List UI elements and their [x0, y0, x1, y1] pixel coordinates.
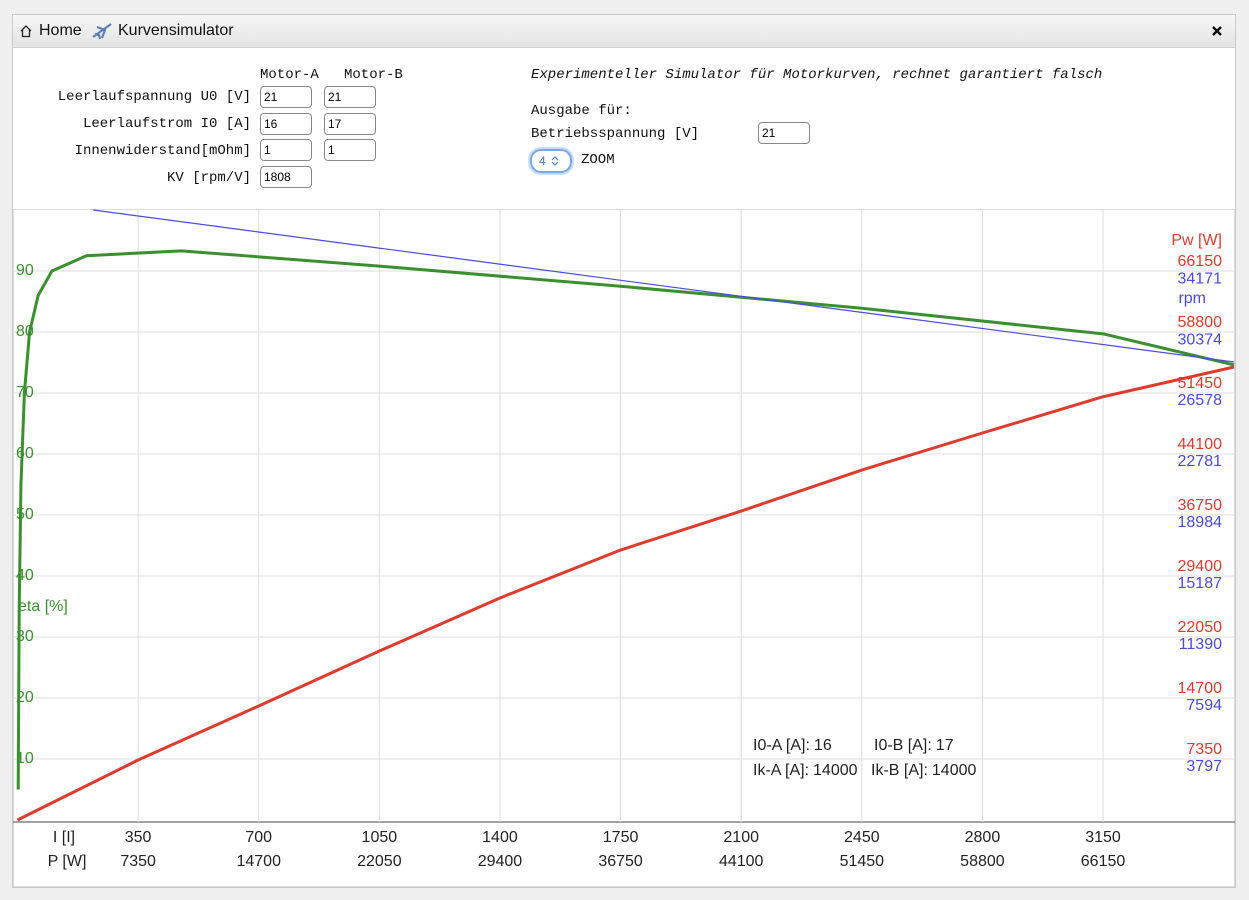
annotation: Ik-B [A]: 14000 — [871, 762, 977, 779]
y2-tick-label: 29400 — [1178, 558, 1223, 575]
x-tick-label: 350 — [125, 829, 152, 846]
x2-tick-label: 29400 — [478, 853, 523, 870]
field-label: Leerlaufspannung U0 [V] — [57, 89, 251, 105]
x2-tick-label: 36750 — [598, 853, 643, 870]
annotation-label: Ik-B [A]: — [871, 762, 928, 779]
series-line — [93, 209, 1235, 363]
y-tick-label: 10 — [16, 750, 34, 767]
zoom-value: 4 — [539, 154, 546, 168]
y3-tick-label: 30374 — [1178, 331, 1223, 348]
x2-tick-label: 51450 — [840, 853, 885, 870]
y2-tick-label: 36750 — [1178, 497, 1223, 514]
annotation-value: 14000 — [932, 762, 977, 779]
series-line — [16, 365, 1235, 822]
y3-tick-label: 11390 — [1179, 636, 1222, 653]
select-arrows — [551, 156, 559, 166]
annotation-value: 16 — [814, 737, 832, 754]
input[interactable] — [324, 113, 376, 135]
x2-tick-label: 22050 — [357, 853, 402, 870]
column-header: Motor-A — [260, 67, 319, 83]
x-tick-label: 2100 — [723, 829, 759, 846]
annotation: Ik-A [A]: 14000 — [753, 762, 858, 779]
plane-icon — [92, 23, 112, 40]
y-tick-label: 20 — [16, 689, 34, 706]
input[interactable] — [260, 166, 312, 188]
y-tick-label: 50 — [16, 506, 34, 523]
title-bar: Home Kurvensimulator — [13, 15, 1235, 48]
x2-tick-label: 7350 — [120, 853, 156, 870]
field-label: KV [rpm/V] — [166, 170, 251, 186]
annotation: I0-B [A]: 17 — [874, 737, 954, 754]
y2-tick-label: 44100 — [1178, 436, 1223, 453]
y3-tick-label: 3797 — [1186, 758, 1222, 775]
home-icon[interactable] — [19, 24, 33, 38]
y3-tick-label: 26578 — [1178, 392, 1223, 409]
x-tick-label: 1400 — [482, 829, 518, 846]
zoom-label: ZOOM — [581, 152, 615, 168]
x-tick-label: 1750 — [603, 829, 639, 846]
field-label: Innenwiderstand[mOhm] — [74, 143, 251, 159]
y-tick-label: 60 — [16, 445, 34, 462]
y2-tick-label: 14700 — [1178, 680, 1223, 697]
annotation-value: 17 — [936, 737, 954, 754]
voltage-input[interactable] — [758, 122, 810, 144]
x2-tick-label: 66150 — [1081, 853, 1126, 870]
output-label: Ausgabe für: — [531, 103, 632, 119]
y3-tick-label: 22781 — [1178, 453, 1223, 470]
y-tick-label: 90 — [16, 262, 34, 279]
x2-axis-label: P [W] — [48, 853, 87, 870]
input[interactable] — [260, 86, 312, 108]
axis-label: eta [%] — [18, 598, 68, 615]
window-title: Kurvensimulator — [118, 22, 234, 39]
window: Home Kurvensimulator Motor-A Motor-B Lee… — [12, 14, 1236, 888]
input[interactable] — [260, 113, 312, 135]
x-tick-label: 2450 — [844, 829, 880, 846]
axis-label: rpm — [1178, 290, 1206, 307]
x2-tick-label: 58800 — [960, 853, 1005, 870]
annotation-label: Ik-A [A]: — [753, 762, 809, 779]
x-tick-label: 1050 — [362, 829, 398, 846]
y2-tick-label: 22050 — [1178, 619, 1223, 636]
y3-tick-label: 34171 — [1178, 270, 1223, 287]
field-label: Leerlaufstrom I0 [A] — [82, 116, 251, 132]
y2-tick-label: 51450 — [1178, 375, 1223, 392]
description: Experimenteller Simulator für Motorkurve… — [531, 67, 1103, 83]
axis-label: Pw [W] — [1171, 232, 1222, 249]
zoom-select[interactable]: 4 — [530, 149, 572, 173]
y2-tick-label: 66150 — [1178, 253, 1223, 270]
x-tick-label: 2800 — [965, 829, 1001, 846]
annotation: I0-A [A]: 16 — [753, 737, 832, 754]
input[interactable] — [260, 139, 312, 161]
column-header: Motor-B — [344, 67, 403, 83]
y3-tick-label: 7594 — [1186, 697, 1222, 714]
input[interactable] — [324, 86, 376, 108]
y3-tick-label: 18984 — [1178, 514, 1223, 531]
y2-tick-label: 7350 — [1186, 741, 1222, 758]
home-link[interactable]: Home — [39, 22, 82, 39]
voltage-label: Betriebsspannung [V] — [531, 126, 700, 142]
annotation-label: I0-B [A]: — [874, 737, 932, 754]
close-button[interactable] — [1211, 25, 1223, 37]
x-tick-label: 700 — [245, 829, 272, 846]
x-axis-label: I [I] — [53, 829, 75, 846]
series-line — [16, 249, 1235, 790]
y2-tick-label: 58800 — [1178, 314, 1223, 331]
annotation-value: 14000 — [813, 762, 858, 779]
x2-tick-label: 14700 — [236, 853, 281, 870]
x2-tick-label: 44100 — [719, 853, 764, 870]
annotation-label: I0-A [A]: — [753, 737, 810, 754]
y3-tick-label: 15187 — [1178, 575, 1223, 592]
x-tick-label: 3150 — [1085, 829, 1121, 846]
input[interactable] — [324, 139, 376, 161]
